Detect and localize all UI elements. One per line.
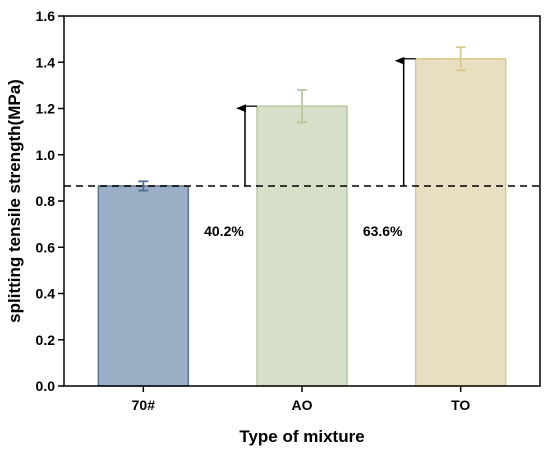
- y-tick-label: 1.2: [36, 101, 56, 117]
- x-tick-label: 70#: [132, 397, 156, 413]
- bar-70#: [97, 185, 190, 387]
- x-tick-label: AO: [292, 397, 313, 413]
- y-tick-label: 0.6: [36, 239, 56, 255]
- improvement-arrows-layer: [236, 56, 416, 186]
- x-axis-title: Type of mixture: [239, 427, 364, 446]
- bar-TO: [414, 58, 507, 387]
- y-tick-label: 1.6: [36, 8, 56, 24]
- y-axis-title: splitting tensile strength(MPa): [5, 79, 24, 323]
- y-tick-label: 1.0: [36, 147, 56, 163]
- y-tick-label: 0.8: [36, 193, 56, 209]
- annotation-TO: 63.6%: [363, 223, 403, 239]
- annotations-layer: 40.2% 63.6%: [204, 223, 403, 239]
- y-tick-label: 0.4: [36, 286, 56, 302]
- x-axis: 70# AO TO: [132, 386, 470, 413]
- y-tick-label: 0.0: [36, 378, 56, 394]
- error-bars-layer: [138, 46, 466, 192]
- annotation-AO: 40.2%: [204, 223, 244, 239]
- y-axis: 0.0 0.2 0.4 0.6 0.8 1.0 1.2 1.4 1.6: [36, 8, 64, 394]
- bar-AO: [256, 105, 348, 387]
- x-tick-label: TO: [451, 397, 470, 413]
- y-tick-label: 1.4: [36, 54, 56, 70]
- y-tick-label: 0.2: [36, 332, 56, 348]
